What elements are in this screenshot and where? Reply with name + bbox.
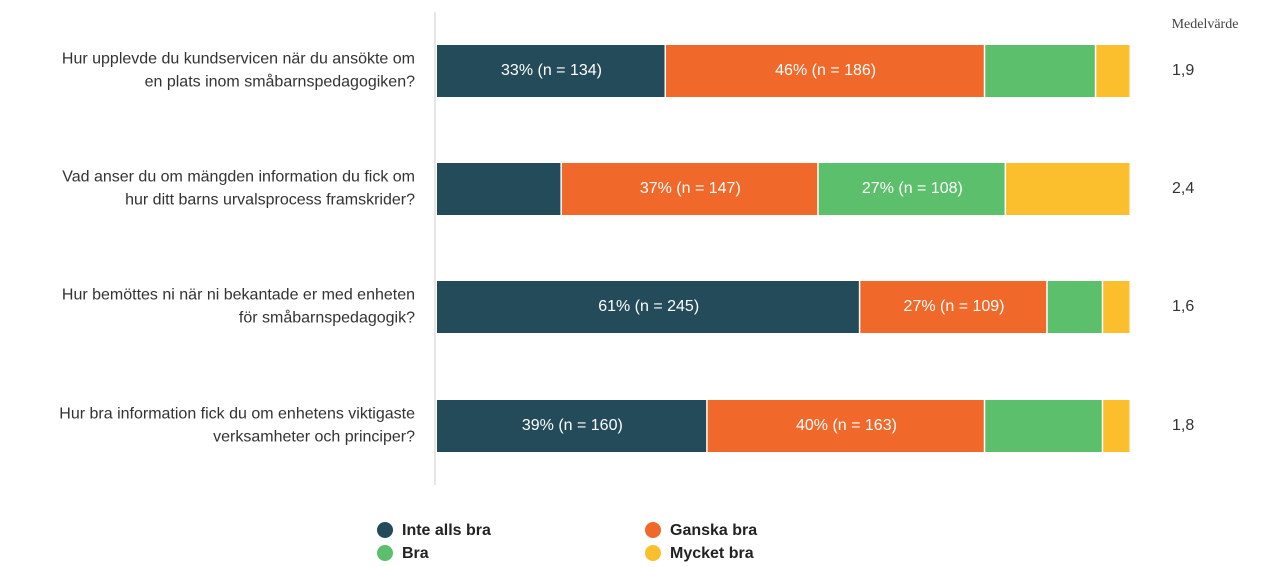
- bar-segment: [860, 281, 1047, 333]
- data-label: 39% (n = 160): [522, 417, 623, 434]
- mean-value: 1,6: [1172, 298, 1194, 315]
- data-label: 61% (n = 245): [598, 298, 699, 315]
- bar-segment: [561, 163, 818, 215]
- data-label: 40% (n = 163): [796, 417, 897, 434]
- bar-segment: [437, 400, 707, 452]
- bar-segment: [1006, 163, 1130, 215]
- category-label: Vad anser du om mängden information du f…: [62, 169, 415, 209]
- bar-segment: [985, 45, 1095, 97]
- mean-value: 2,4: [1172, 180, 1194, 197]
- bar-segment: [1103, 400, 1130, 452]
- bar-segment: [818, 163, 1005, 215]
- bar-segment: [666, 45, 984, 97]
- legend-label: Ganska bra: [670, 522, 757, 539]
- category-label: Hur bemöttes ni när ni bekantade er med …: [62, 287, 415, 327]
- legend-marker: [645, 522, 661, 538]
- legend-label: Inte alls bra: [402, 522, 491, 539]
- mean-value: 1,9: [1172, 62, 1194, 79]
- bar-segment: [985, 400, 1102, 452]
- bar-segment: [1103, 281, 1130, 333]
- legend-label: Bra: [402, 545, 429, 562]
- mean-title: Medelvärde: [1172, 17, 1239, 32]
- mean-value: 1,8: [1172, 417, 1194, 434]
- bar-segment: [1096, 45, 1130, 97]
- data-label: 33% (n = 134): [501, 62, 602, 79]
- bar-segment: [437, 45, 665, 97]
- legend-marker: [377, 545, 393, 561]
- category-label: Hur bra information fick du om enhetens …: [59, 406, 415, 446]
- legend-marker: [377, 522, 393, 538]
- bar-segment: [707, 400, 984, 452]
- bar-segment: [1047, 281, 1102, 333]
- bar-segment: [437, 163, 561, 215]
- bar-segment: [437, 281, 859, 333]
- data-label: 46% (n = 186): [775, 62, 876, 79]
- category-label: Hur upplevde du kundservicen när du ansö…: [62, 51, 415, 91]
- data-label: 37% (n = 147): [640, 180, 741, 197]
- data-label: 27% (n = 108): [862, 180, 963, 197]
- data-label: 27% (n = 109): [904, 298, 1005, 315]
- legend-marker: [645, 545, 661, 561]
- legend-label: Mycket bra: [670, 545, 754, 562]
